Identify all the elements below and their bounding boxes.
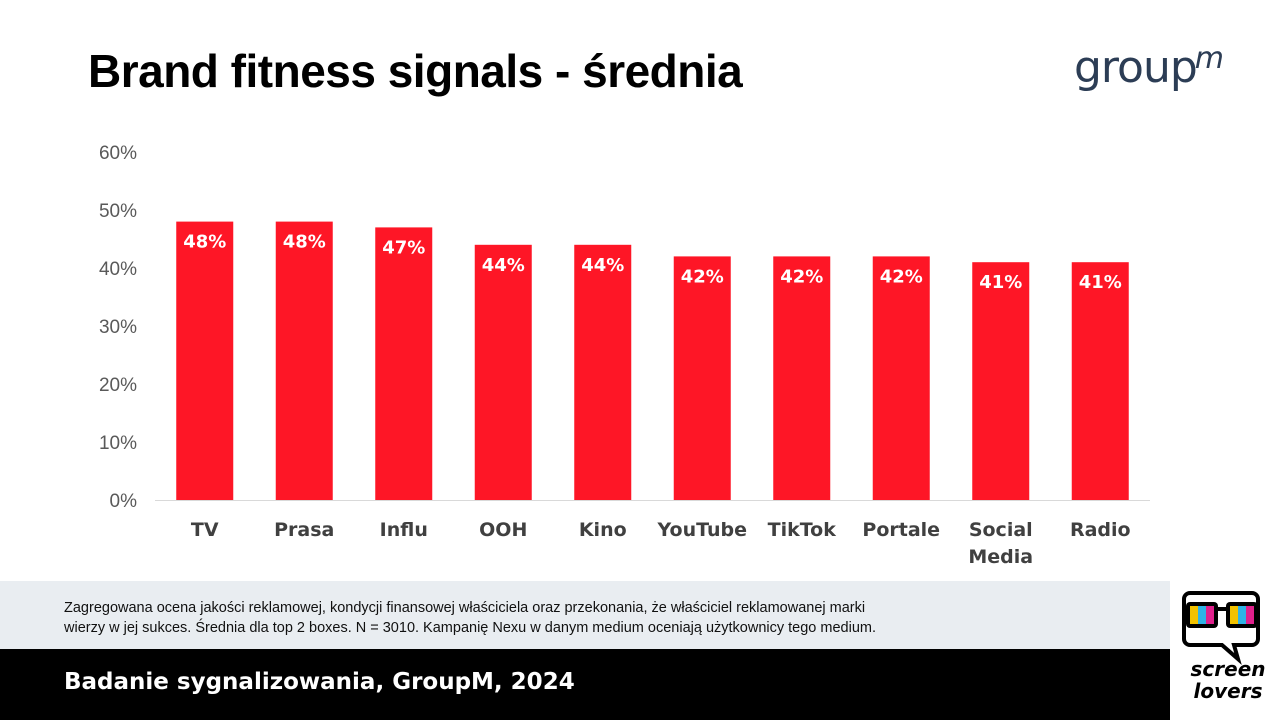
glasses-icon [1182,591,1260,665]
data-label: 41% [979,272,1022,293]
y-tick-label: 50% [99,201,137,222]
x-tick-label: TV [191,519,219,541]
x-tick-label: YouTube [657,519,747,541]
bar [275,221,333,500]
y-tick-label: 10% [99,433,137,454]
data-label: 42% [780,266,823,287]
x-tick-label-line: YouTube [657,519,747,541]
x-tick-label: Radio [1070,519,1131,541]
footer-band [0,649,1170,720]
data-label: 42% [880,266,923,287]
x-tick-label-line: TikTok [768,519,837,541]
x-tick-label-line: Radio [1070,519,1131,541]
x-tick-label-line: Media [968,546,1033,568]
bar [872,256,930,500]
data-label: 44% [581,255,624,276]
x-tick-label-line: Prasa [274,519,334,541]
bar [673,256,731,500]
data-label: 41% [1079,272,1122,293]
y-tick-label: 20% [99,375,137,396]
page-title: Brand fitness signals - średnia [88,45,743,97]
x-tick-label-line: TV [191,519,219,541]
bar [972,262,1030,500]
x-tick-label-line: Social [969,519,1033,541]
x-tick-label: Influ [380,519,428,541]
badge-text: screen lovers [1182,658,1274,702]
bar [1071,262,1129,500]
chart-caption: Zagregowana ocena jakości reklamowej, ko… [64,598,1064,638]
badge-line-1: screen [1190,657,1266,681]
y-tick-label: 40% [99,259,137,280]
bar [773,256,831,500]
y-tick-label: 60% [99,143,137,164]
data-label: 44% [482,255,525,276]
bar [574,244,632,500]
data-label: 47% [382,237,425,258]
bar [375,227,433,500]
caption-band [0,581,1170,649]
x-tick-label: Kino [579,519,627,541]
x-tick-label: Prasa [274,519,334,541]
x-tick-label: Portale [862,519,940,541]
y-tick-label: 30% [99,317,137,338]
caption-line-2: wierzy w jej sukces. Średnia dla top 2 b… [64,620,876,636]
bar [176,221,234,500]
y-tick-label: 0% [110,491,138,512]
caption-line-1: Zagregowana ocena jakości reklamowej, ko… [64,600,866,616]
x-tick-label-line: Influ [380,519,428,541]
x-tick-label: OOH [479,519,527,541]
x-tick-label-line: OOH [479,519,527,541]
screen-lovers-badge [1170,581,1280,720]
data-label: 48% [283,232,326,253]
logo-text: group [1074,42,1198,93]
bar [474,244,532,500]
x-tick-label-line: Kino [579,519,627,541]
groupm-logo: groupm [1074,41,1224,93]
x-tick-label-line: Portale [862,519,940,541]
badge-line-2: lovers [1193,679,1263,703]
data-label: 42% [681,266,724,287]
bar-chart: 0% 10% 20% 30% 40% 50% 60% 48% TV 48% Prasa 47% Infl… [99,143,1150,568]
source-footer: Badanie sygnalizowania, GroupM, 2024 [64,669,575,695]
x-tick-label: TikTok [768,519,837,541]
logo-superscript: m [1194,41,1224,76]
x-tick-label: Social Media [968,519,1033,568]
data-label: 48% [183,232,226,253]
